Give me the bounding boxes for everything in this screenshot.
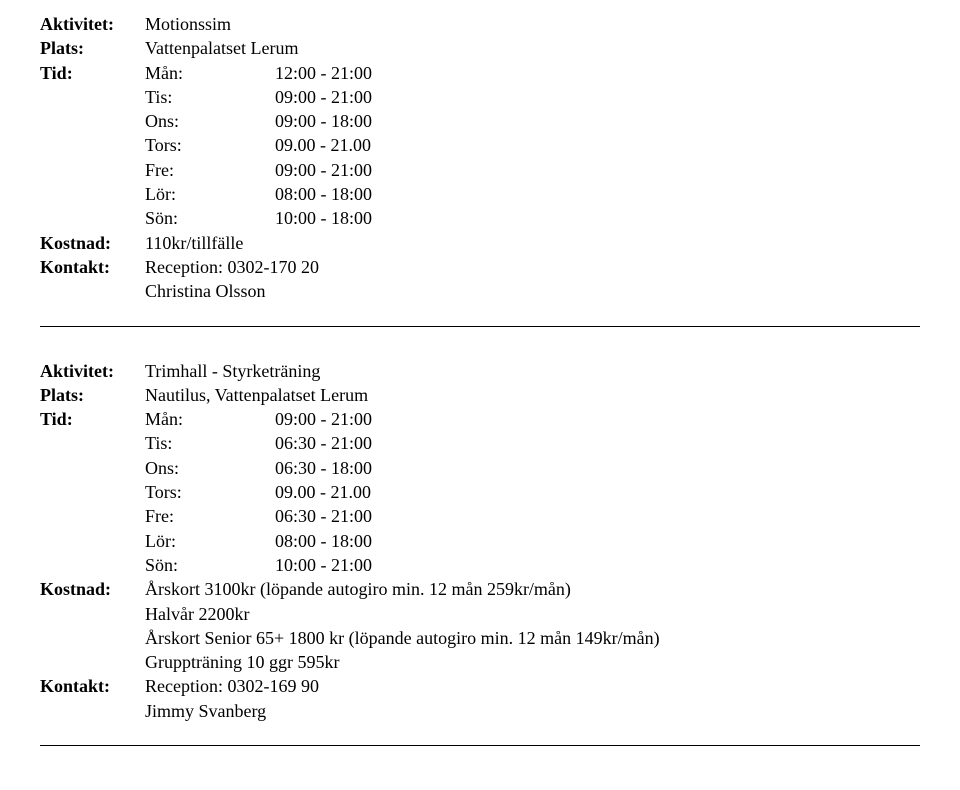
row-kostnad-3: Gruppträning 10 ggr 595kr xyxy=(40,650,920,674)
row-kontakt-1: Christina Olsson xyxy=(40,279,920,303)
schedule-time: 10:00 - 21:00 xyxy=(275,553,920,577)
row-tid-5: Lör: 08:00 - 18:00 xyxy=(40,182,920,206)
schedule-day: Tors: xyxy=(145,133,275,157)
row-plats: Plats: Nautilus, Vattenpalatset Lerum xyxy=(40,383,920,407)
separator xyxy=(40,745,920,746)
row-tid-3: Tors: 09.00 - 21.00 xyxy=(40,480,920,504)
row-kontakt-0: Kontakt: Reception: 0302-169 90 xyxy=(40,674,920,698)
schedule-day: Ons: xyxy=(145,456,275,480)
label-kostnad: Kostnad: xyxy=(40,231,145,255)
schedule-day: Tis: xyxy=(145,85,275,109)
value-plats: Nautilus, Vattenpalatset Lerum xyxy=(145,383,920,407)
label-plats: Plats: xyxy=(40,36,145,60)
schedule-time: 08:00 - 18:00 xyxy=(275,182,920,206)
schedule-day: Lör: xyxy=(145,182,275,206)
schedule-time: 09.00 - 21.00 xyxy=(275,480,920,504)
label-tid: Tid: xyxy=(40,61,145,85)
separator xyxy=(40,326,920,327)
value-kostnad: Årskort 3100kr (löpande autogiro min. 12… xyxy=(145,577,920,601)
row-tid-6: Sön: 10:00 - 21:00 xyxy=(40,553,920,577)
row-tid-1: Tis: 09:00 - 21:00 xyxy=(40,85,920,109)
schedule-time: 06:30 - 21:00 xyxy=(275,504,920,528)
row-kontakt-0: Kontakt: Reception: 0302-170 20 xyxy=(40,255,920,279)
schedule-time: 12:00 - 21:00 xyxy=(275,61,920,85)
schedule-day: Sön: xyxy=(145,206,275,230)
row-tid-2: Ons: 06:30 - 18:00 xyxy=(40,456,920,480)
label-kontakt: Kontakt: xyxy=(40,674,145,698)
schedule-day: Fre: xyxy=(145,504,275,528)
label-kostnad: Kostnad: xyxy=(40,577,145,601)
schedule-day: Tis: xyxy=(145,431,275,455)
activity-block-2: Aktivitet: Trimhall - Styrketräning Plat… xyxy=(40,359,920,723)
schedule-day: Mån: xyxy=(145,61,275,85)
row-aktivitet: Aktivitet: Trimhall - Styrketräning xyxy=(40,359,920,383)
schedule-time: 09:00 - 21:00 xyxy=(275,158,920,182)
schedule-day: Sön: xyxy=(145,553,275,577)
value-aktivitet: Trimhall - Styrketräning xyxy=(145,359,920,383)
value-plats: Vattenpalatset Lerum xyxy=(145,36,920,60)
label-tid: Tid: xyxy=(40,407,145,431)
schedule-time: 09.00 - 21.00 xyxy=(275,133,920,157)
row-aktivitet: Aktivitet: Motionssim xyxy=(40,12,920,36)
value-kontakt: Reception: 0302-169 90 xyxy=(145,674,920,698)
row-tid-5: Lör: 08:00 - 18:00 xyxy=(40,529,920,553)
value-kontakt: Jimmy Svanberg xyxy=(145,699,920,723)
row-tid-1: Tis: 06:30 - 21:00 xyxy=(40,431,920,455)
schedule-time: 06:30 - 18:00 xyxy=(275,456,920,480)
value-kostnad: 110kr/tillfälle xyxy=(145,231,920,255)
schedule-time: 09:00 - 21:00 xyxy=(275,85,920,109)
label-aktivitet: Aktivitet: xyxy=(40,12,145,36)
value-kostnad: Halvår 2200kr xyxy=(145,602,920,626)
row-tid-2: Ons: 09:00 - 18:00 xyxy=(40,109,920,133)
schedule-time: 08:00 - 18:00 xyxy=(275,529,920,553)
row-tid-0: Tid: Mån: 12:00 - 21:00 xyxy=(40,61,920,85)
schedule-day: Fre: xyxy=(145,158,275,182)
row-kostnad: Kostnad: 110kr/tillfälle xyxy=(40,231,920,255)
document-page: Aktivitet: Motionssim Plats: Vattenpalat… xyxy=(0,0,960,746)
value-kostnad: Årskort Senior 65+ 1800 kr (löpande auto… xyxy=(145,626,920,650)
schedule-time: 10:00 - 18:00 xyxy=(275,206,920,230)
schedule-day: Lör: xyxy=(145,529,275,553)
label-aktivitet: Aktivitet: xyxy=(40,359,145,383)
value-kontakt: Christina Olsson xyxy=(145,279,920,303)
value-kostnad: Gruppträning 10 ggr 595kr xyxy=(145,650,920,674)
row-tid-6: Sön: 10:00 - 18:00 xyxy=(40,206,920,230)
row-tid-3: Tors: 09.00 - 21.00 xyxy=(40,133,920,157)
row-kostnad-0: Kostnad: Årskort 3100kr (löpande autogir… xyxy=(40,577,920,601)
row-kostnad-1: Halvår 2200kr xyxy=(40,602,920,626)
row-kostnad-2: Årskort Senior 65+ 1800 kr (löpande auto… xyxy=(40,626,920,650)
row-tid-0: Tid: Mån: 09:00 - 21:00 xyxy=(40,407,920,431)
label-kontakt: Kontakt: xyxy=(40,255,145,279)
row-tid-4: Fre: 06:30 - 21:00 xyxy=(40,504,920,528)
row-kontakt-1: Jimmy Svanberg xyxy=(40,699,920,723)
label-plats: Plats: xyxy=(40,383,145,407)
schedule-day: Ons: xyxy=(145,109,275,133)
row-tid-4: Fre: 09:00 - 21:00 xyxy=(40,158,920,182)
schedule-time: 09:00 - 18:00 xyxy=(275,109,920,133)
schedule-time: 06:30 - 21:00 xyxy=(275,431,920,455)
schedule-day: Mån: xyxy=(145,407,275,431)
schedule-day: Tors: xyxy=(145,480,275,504)
row-plats: Plats: Vattenpalatset Lerum xyxy=(40,36,920,60)
schedule-time: 09:00 - 21:00 xyxy=(275,407,920,431)
value-aktivitet: Motionssim xyxy=(145,12,920,36)
value-kontakt: Reception: 0302-170 20 xyxy=(145,255,920,279)
activity-block-1: Aktivitet: Motionssim Plats: Vattenpalat… xyxy=(40,12,920,304)
